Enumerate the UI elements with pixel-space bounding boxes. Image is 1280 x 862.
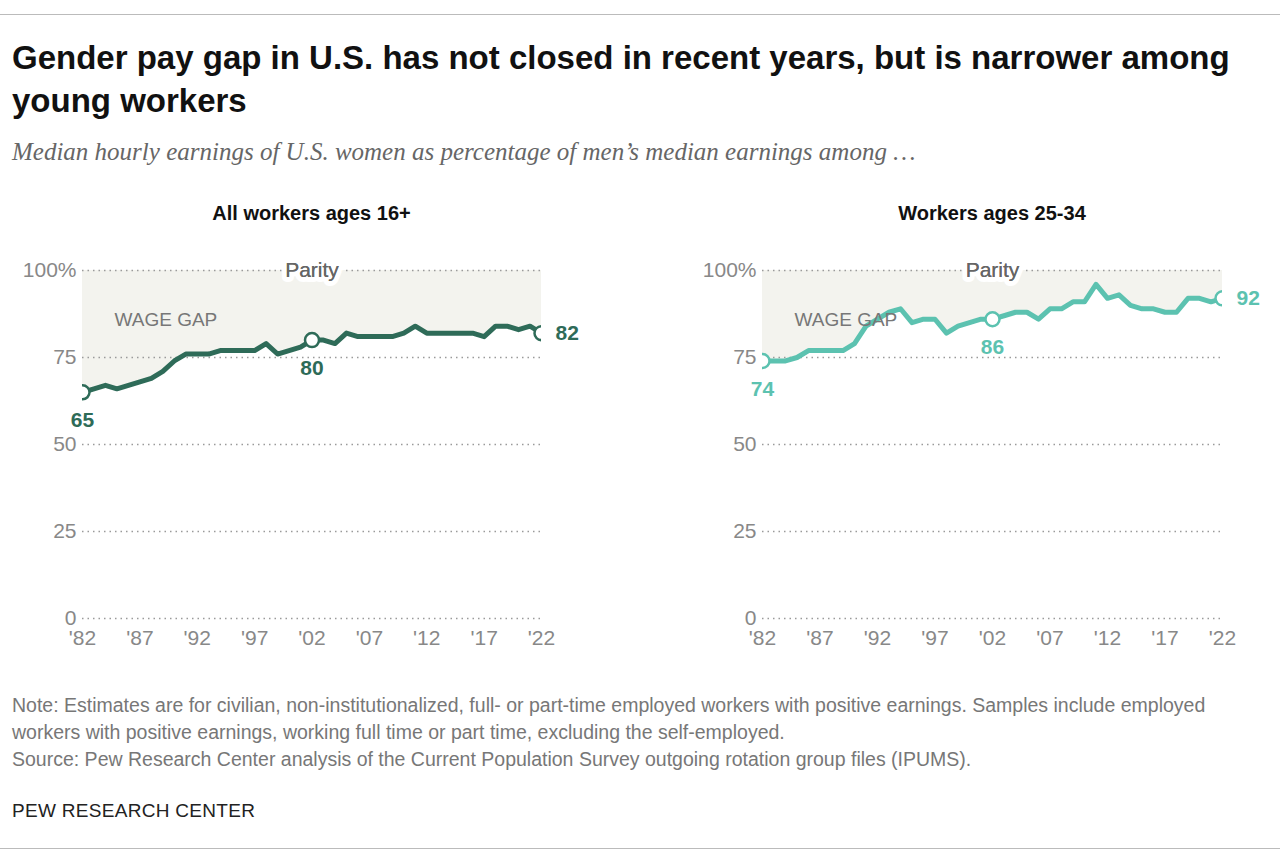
svg-text:75: 75 [53,345,76,368]
svg-text:WAGE GAP: WAGE GAP [795,309,898,330]
svg-text:Parity: Parity [966,258,1020,281]
svg-text:25: 25 [53,519,76,542]
svg-text:'07: '07 [356,626,383,649]
svg-text:100%: 100% [23,258,77,281]
svg-text:50: 50 [53,432,76,455]
svg-text:'12: '12 [1094,626,1121,649]
svg-text:'07: '07 [1036,626,1063,649]
svg-text:'22: '22 [1209,626,1236,649]
svg-text:'97: '97 [241,626,268,649]
svg-text:80: 80 [300,356,323,379]
svg-text:'02: '02 [298,626,325,649]
svg-text:86: 86 [981,335,1004,358]
html-text:Gender pay gap in U.S. has not: Gender pay gap in U.S. has not closed in… [12,39,1230,119]
svg-text:'92: '92 [864,626,891,649]
svg-text:'82: '82 [69,626,96,649]
svg-text:74: 74 [751,377,775,400]
svg-text:92: 92 [1237,286,1260,309]
svg-text:Parity: Parity [966,258,1020,281]
svg-text:'82: '82 [749,626,776,649]
svg-text:65: 65 [71,408,95,431]
svg-text:'92: '92 [184,626,211,649]
svg-text:0: 0 [64,606,77,630]
html-text:PEW RESEARCH CENTER: PEW RESEARCH CENTER [12,800,256,821]
svg-text:WAGE GAP: WAGE GAP [115,309,218,330]
svg-text:'87: '87 [126,626,153,649]
svg-text:25: 25 [733,519,756,542]
html-text:Source: Pew Research Center an: Source: Pew Research Center analysis of … [12,748,972,770]
html-text:Median hourly earnings of U.S.: Median hourly earnings of U.S. women as … [12,138,916,165]
svg-text:'17: '17 [470,626,497,649]
svg-text:100%: 100% [703,258,757,281]
svg-text:'22: '22 [528,626,555,649]
svg-text:'97: '97 [921,626,948,649]
svg-text:75: 75 [733,345,756,368]
svg-text:Parity: Parity [285,258,339,281]
svg-text:Parity: Parity [285,258,339,281]
svg-text:50: 50 [733,432,756,455]
html-text:Workers ages 25-34: Workers ages 25-34 [898,202,1086,224]
html-text:Note: Estimates are for civili: Note: Estimates are for civilian, non-in… [12,694,1206,743]
svg-text:'17: '17 [1151,626,1178,649]
html-text:All workers ages 16+: All workers ages 16+ [212,202,411,224]
svg-text:0: 0 [744,606,757,630]
svg-text:'12: '12 [413,626,440,649]
svg-text:'87: '87 [806,626,833,649]
svg-text:82: 82 [556,321,579,344]
svg-text:'02: '02 [979,626,1006,649]
